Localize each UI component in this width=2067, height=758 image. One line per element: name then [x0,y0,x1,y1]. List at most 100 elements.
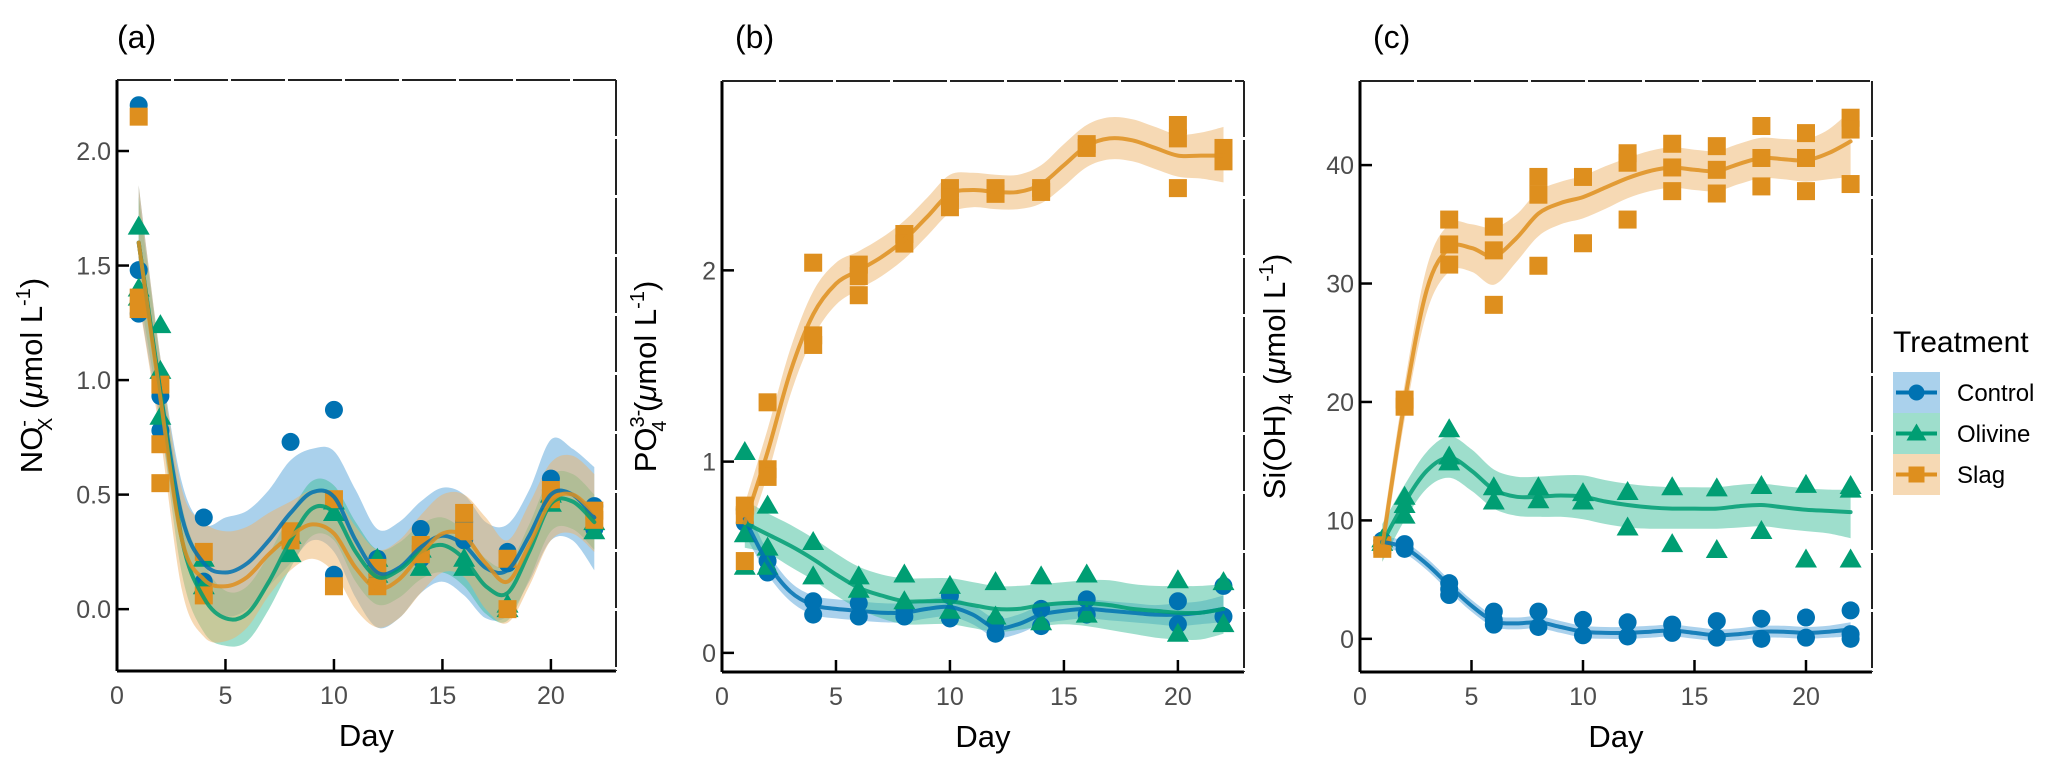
data-point-olivine [1616,480,1639,500]
data-point-slag [1529,167,1548,186]
data-point-olivine [149,314,172,334]
x-tick-label: 5 [829,683,843,711]
data-point-control [194,508,213,527]
y-tick-label: 1 [702,449,716,477]
data-point-olivine [1794,548,1817,568]
data-point-olivine [1030,565,1053,585]
data-point-control [324,400,343,419]
x-tick-label: 5 [1465,683,1479,711]
y-tick-label: 20 [1326,389,1354,417]
y-tick-label: 0 [1340,626,1354,654]
data-point-slag [455,503,474,522]
x-axis-title: Day [339,718,395,753]
data-point-olivine [279,543,302,563]
data-point-olivine [984,571,1007,591]
data-point-control [1752,629,1771,648]
legend-item-olivine: Olivine [1893,413,2030,454]
plot-area [1371,108,1862,648]
data-point-slag [1529,256,1548,275]
data-point-control [1618,627,1637,646]
y-axis-title: PO3-4 (μmol L-1) [627,281,671,473]
data-point-control [1663,623,1682,642]
y-tick-label: 0.0 [76,596,111,624]
y-tick-label: 10 [1326,507,1354,535]
data-point-slag [498,600,517,619]
fit-line-olivine [1380,455,1853,545]
legend-circle-icon [1908,384,1925,401]
data-point-control [1618,613,1637,632]
panel-label: (a) [117,19,156,55]
fit-line-slag [742,136,1226,525]
data-point-olivine [1482,490,1505,510]
data-point-control [1707,612,1726,631]
data-point-olivine [733,441,756,461]
data-point-slag [1168,179,1187,198]
data-point-olivine [1661,533,1684,553]
x-tick-label: 0 [715,683,729,711]
data-point-slag [735,552,754,571]
y-tick-label: 2 [702,257,716,285]
data-point-olivine [1527,489,1550,509]
x-axis-title: Day [1588,719,1644,754]
data-point-slag [1841,120,1860,139]
data-point-slag [1573,167,1592,186]
x-axis-title: Day [955,719,1011,754]
data-point-olivine [1393,504,1416,524]
data-point-olivine [1075,563,1098,583]
data-point-olivine [1212,571,1235,591]
plot-area [127,96,606,647]
fit-line-olivine [742,520,1226,616]
data-point-olivine [1616,516,1639,536]
legend-label: Slag [1957,462,2005,489]
legend-triangle-icon [1906,423,1927,441]
panel-c: (c) 0 5 10 15 20 0 10 20 30 40 Day Si(OH)4 (μmol L-1… [1256,19,1873,754]
x-tick-label: 10 [1569,683,1597,711]
data-point-control [804,605,823,624]
fit-line-slag [136,240,597,591]
data-point-slag [129,107,148,126]
data-point-olivine [149,359,172,379]
data-point-control [281,432,300,451]
data-point-olivine [453,556,476,576]
data-point-slag [1484,217,1503,236]
data-point-control [1796,608,1815,627]
x-tick-label: 10 [936,683,964,711]
data-point-control [1168,592,1187,611]
data-point-olivine [1075,603,1098,623]
data-point-slag [1796,124,1815,143]
x-tick-label: 20 [1164,683,1192,711]
legend-title: Treatment [1893,326,2029,359]
data-point-olivine [1705,477,1728,497]
data-point-slag [804,253,823,272]
x-tick-label: 15 [429,682,457,710]
data-point-olivine [583,520,606,540]
data-point-slag [1663,182,1682,201]
x-tick-label: 0 [110,682,124,710]
data-point-control [411,519,430,538]
y-tick-label: 0.5 [76,482,111,510]
data-point-slag [455,522,474,541]
data-point-slag [1841,175,1860,194]
panel-a: (a) 0 5 10 15 20 0.0 0.5 1.0 1.5 2.0 Day NO-X (μmol … [13,19,617,753]
data-point-olivine [1839,478,1862,498]
y-axis-title: Si(OH)4 (μmol L-1) [1256,254,1298,500]
legend-item-control: Control [1893,372,2034,413]
x-tick-label: 20 [537,682,565,710]
data-point-olivine [1661,476,1684,496]
data-point-olivine [756,494,779,514]
data-point-olivine [938,599,961,619]
fit-line-control [742,517,1226,631]
x-tick-label: 15 [1050,683,1078,711]
fit-line-slag [1380,139,1853,549]
data-point-slag [1618,210,1637,229]
plot-area [733,115,1235,643]
data-point-olivine [1750,520,1773,540]
legend-label: Olivine [1957,421,2030,448]
data-point-olivine [984,605,1007,625]
x-tick-label: 20 [1792,683,1820,711]
x-tick-label: 10 [320,682,348,710]
data-point-olivine [1794,473,1817,493]
data-point-slag [1752,117,1771,136]
data-point-slag [324,577,343,596]
